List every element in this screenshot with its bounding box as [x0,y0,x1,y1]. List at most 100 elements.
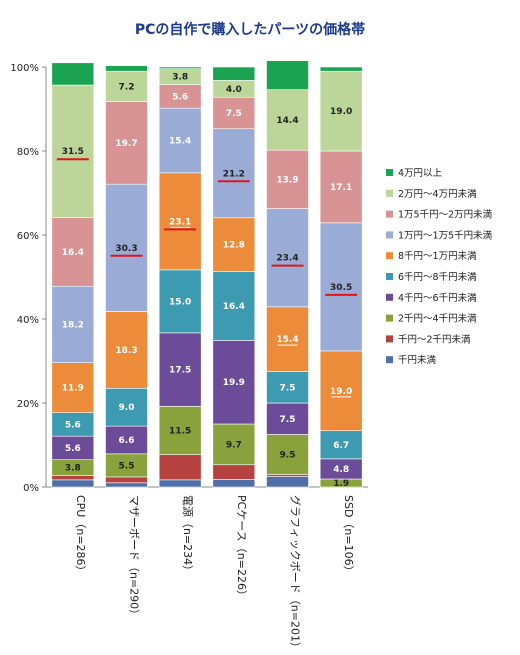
y-tick-label: 40% [17,315,39,326]
bar-segment [266,476,309,488]
bar-segment [319,70,363,152]
bar-segment [105,482,148,488]
data-label: 23.1 [169,217,191,227]
category-label: SSD（n=106） [342,495,355,577]
bar-segment [158,172,202,271]
data-label: 9.0 [119,403,135,413]
bar-segment [319,66,363,72]
legend-entry: 4千円〜6千円未満 [398,292,477,304]
legend-entry: 4万円以上 [398,168,443,179]
y-tick-label: 80% [17,147,39,158]
data-label: 9.5 [280,450,296,460]
bar-segment [105,425,148,455]
category-label: マザーボード（n=290） [128,495,141,620]
bar-segment [212,217,256,272]
bar-segment [105,65,148,72]
data-label: 1.9 [333,479,349,489]
legend-entry: 2千円〜4千円未満 [398,313,477,325]
bar-segment [266,434,309,475]
y-tick-label: 0% [23,483,39,494]
data-label: 16.4 [62,248,84,258]
data-label: 4.8 [333,465,349,475]
data-label: 5.5 [119,461,135,471]
bar-segment [266,402,309,435]
data-label: 15.0 [169,297,191,307]
data-label: 4.0 [226,85,242,95]
data-label: 5.6 [65,444,81,454]
legend-entry: 2万円〜4万円未満 [398,188,477,200]
bar-segment [158,269,202,334]
data-label: 18.3 [115,346,137,356]
y-tick-label: 60% [17,231,39,242]
data-label: 11.5 [169,427,191,437]
legend-swatch [386,231,393,239]
data-label: 19.9 [223,378,245,388]
legend-swatch [386,335,393,343]
legend-swatch [386,293,393,301]
bar-segment [319,350,363,432]
bar-segment [266,149,309,209]
data-label: 30.3 [115,244,137,254]
legend-swatch [386,252,393,260]
data-label: 13.9 [276,175,298,185]
y-tick-label: 100% [10,63,39,74]
bar-segment [266,371,309,404]
legend-swatch [386,210,393,218]
legend-entry: 1万円〜1万5千円未満 [398,229,493,241]
bar-segment [158,454,202,481]
y-tick-label: 20% [17,399,39,410]
data-label: 6.7 [333,441,349,451]
bar-segment [319,430,363,460]
data-label: 16.4 [223,302,245,312]
data-label: 5.6 [172,92,188,102]
bar-segment [212,479,256,488]
bar-segment [158,479,202,488]
bars: 3.8 5.6 5.6 11.9 18.2 16.4 31.5 5.5 6.6 9.0 18.3 30… [51,60,363,489]
data-label: 7.5 [226,109,242,119]
bar-segment [51,84,95,218]
legend-swatch [386,189,393,197]
legend-entry: 1万5千円〜2万円未満 [398,209,493,221]
legend-swatch [386,273,393,280]
data-label: 6.6 [119,436,135,446]
data-label: 7.5 [280,383,296,393]
legend: 4万円以上 2万円〜4万円未満 1万5千円〜2万円未満 1万円〜1万5千円未満 8千円〜… [386,168,493,366]
data-label: 19.0 [330,107,352,117]
bar-segment [105,476,148,484]
data-label: 7.5 [280,415,296,425]
bar-segment [105,101,148,185]
bar-segment [51,475,95,481]
chart-title: PCの自作で購入したパーツの価格帯 [135,21,365,38]
legend-entry: 6千円〜8千円未満 [398,271,477,283]
legend-entry: 千円〜2千円未満 [398,333,471,345]
category-label: PCケース（n=226） [235,495,248,601]
bar-segment [212,340,256,425]
category-label: 電源（n=234） [181,495,195,576]
category-label: グラフィックボード（n=201） [289,495,303,653]
bar-segment [266,60,309,90]
data-label: 15.4 [169,137,191,147]
data-label: 15.4 [276,335,298,345]
data-label: 14.4 [276,116,298,126]
bar-segment [266,474,309,477]
bar-segment [212,128,256,219]
data-label: 30.5 [330,283,352,293]
data-label: 31.5 [62,147,84,157]
legend-entry: 千円未満 [398,354,437,366]
bar-segment [212,464,256,480]
legend-entry: 8千円〜1万円未満 [398,250,477,262]
data-label: 23.4 [276,254,298,264]
data-label: 19.0 [330,387,352,397]
legend-swatch [386,169,393,176]
bar-segment [158,332,202,407]
bar-segment [105,311,148,389]
data-label: 17.5 [169,366,191,376]
data-label: 11.9 [62,384,84,394]
bar-segment [158,107,202,174]
data-label: 3.8 [65,464,81,474]
category-label: CPU（n=286） [74,495,87,577]
bar-segment [51,62,95,86]
bar-segment [105,183,148,312]
legend-swatch [386,356,393,364]
